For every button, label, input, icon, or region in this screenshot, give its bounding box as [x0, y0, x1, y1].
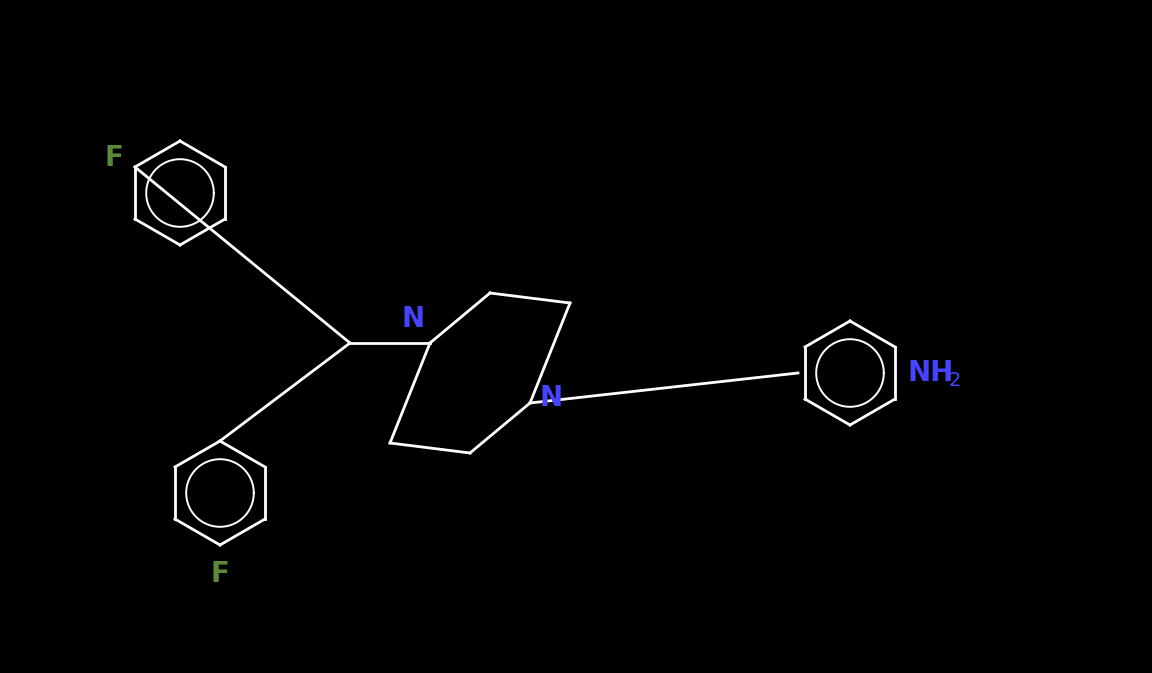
Text: F: F: [104, 144, 123, 172]
Text: N: N: [402, 305, 425, 333]
Text: NH: NH: [907, 359, 953, 387]
Text: 2: 2: [949, 371, 962, 390]
Text: N: N: [540, 384, 563, 412]
Text: F: F: [211, 560, 229, 588]
